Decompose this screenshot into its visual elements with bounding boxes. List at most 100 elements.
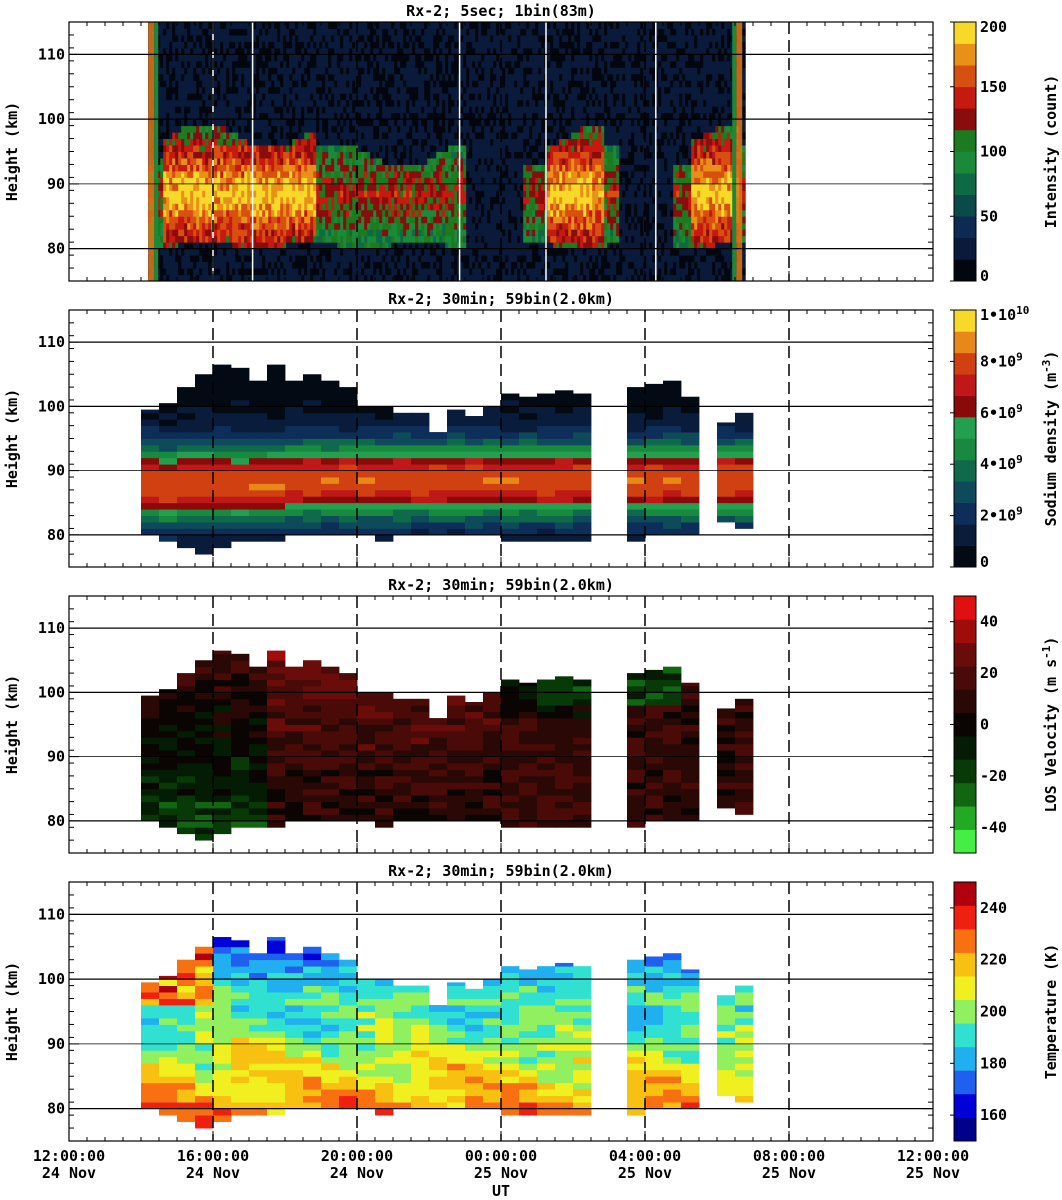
intensity-cell [511,196,515,204]
intensity-cell [259,248,263,256]
intensity-cell [388,164,392,172]
intensity-cell [274,41,278,49]
intensity-cell [460,209,464,217]
intensity-cell [403,125,407,133]
intensity-cell [193,242,197,250]
intensity-cell [400,203,404,211]
intensity-cell [289,196,293,204]
intensity-cell [493,47,497,55]
intensity-cell [469,73,473,81]
intensity-cell [277,80,281,88]
intensity-cell [331,222,335,230]
intensity-cell [520,54,524,62]
intensity-cell [382,177,386,185]
intensity-cell [322,125,326,133]
intensity-cell [265,229,269,237]
intensity-cell [166,235,170,243]
intensity-cell [409,125,413,133]
intensity-cell [487,145,491,152]
intensity-cell [406,47,410,55]
intensity-cell [163,60,167,68]
intensity-cell [295,190,299,198]
intensity-cell [277,86,281,94]
intensity-cell [370,22,374,29]
intensity-cell [505,255,509,263]
intensity-cell [328,106,332,114]
intensity-cell [412,196,416,204]
intensity-cell [394,41,398,49]
intensity-cell [178,125,182,133]
intensity-cell [478,242,482,250]
intensity-cell [244,261,248,269]
intensity-cell [454,274,458,281]
intensity-cell [415,242,419,250]
intensity-cell [499,125,503,133]
intensity-cell [364,261,368,269]
intensity-cell [496,196,500,204]
intensity-cell [439,164,443,172]
intensity-cell [409,235,413,243]
intensity-cell [493,41,497,49]
intensity-cell [505,157,509,165]
intensity-cell [232,47,236,55]
intensity-cell [175,222,179,230]
intensity-cell [400,196,404,204]
intensity-cell [175,67,179,75]
intensity-cell [337,73,341,81]
intensity-cell [385,268,389,276]
intensity-cell [439,145,443,152]
intensity-cell [439,203,443,211]
intensity-cell [493,229,497,237]
intensity-cell [421,86,425,94]
intensity-cell [424,112,428,120]
intensity-cell [460,261,464,269]
intensity-cell [202,80,206,88]
intensity-cell [181,242,185,250]
intensity-cell [283,216,287,224]
intensity-cell [238,235,242,243]
intensity-cell [184,196,188,204]
intensity-cell [415,47,419,55]
intensity-cell [208,145,212,152]
intensity-cell [163,190,167,198]
intensity-cell [400,60,404,68]
intensity-cell [199,60,203,68]
intensity-cell [295,248,299,256]
intensity-cell [280,222,284,230]
intensity-cell [205,54,209,62]
intensity-cell [439,183,443,191]
intensity-cell [382,235,386,243]
intensity-cell [406,22,410,29]
intensity-cell [403,209,407,217]
intensity-cell [508,60,512,68]
intensity-cell [367,34,371,42]
intensity-cell [364,34,368,42]
intensity-cell [472,151,476,159]
intensity-cell [469,222,473,230]
intensity-cell [427,67,431,75]
intensity-cell [508,138,512,146]
intensity-cell [433,138,437,146]
intensity-cell [259,261,263,269]
intensity-cell [244,145,248,152]
intensity-cell [358,112,362,120]
intensity-cell [262,216,266,224]
intensity-cell [229,216,233,224]
intensity-cell [412,106,416,114]
intensity-cell [415,183,419,191]
intensity-cell [274,190,278,198]
intensity-cell [463,60,467,68]
intensity-cell [394,274,398,281]
intensity-cell [286,73,290,81]
intensity-cell [430,203,434,211]
intensity-cell [478,151,482,159]
intensity-cell [385,112,389,120]
intensity-cell [331,235,335,243]
intensity-cell [424,164,428,172]
intensity-cell [253,132,257,140]
intensity-cell [196,132,200,140]
intensity-cell [370,268,374,276]
intensity-cell [334,229,338,237]
intensity-cell [178,177,182,185]
intensity-cell [316,203,320,211]
